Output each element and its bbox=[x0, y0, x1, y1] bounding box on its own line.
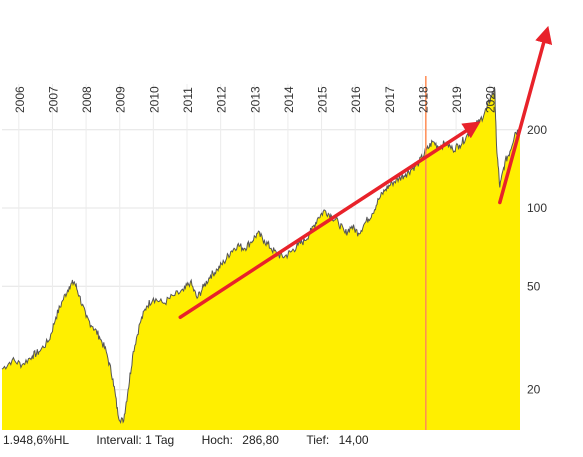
year-label: 2007 bbox=[46, 86, 60, 113]
trend-arrow bbox=[178, 121, 481, 320]
year-label: 2014 bbox=[282, 86, 296, 113]
year-labels: 2006 2007 2008 2009 2010 2011 2012 2013 2014 2015… bbox=[13, 86, 498, 113]
year-label: 2013 bbox=[248, 86, 262, 113]
year-label: 2011 bbox=[181, 87, 195, 113]
y-tick-label: 20 bbox=[527, 383, 541, 397]
area-fill bbox=[2, 86, 520, 431]
price-area bbox=[1, 86, 521, 431]
year-label: 2018 bbox=[416, 86, 430, 113]
year-label: 2019 bbox=[450, 86, 464, 113]
year-label: 2017 bbox=[383, 86, 397, 113]
y-tick-label: 100 bbox=[527, 201, 547, 215]
change-percent: 1.948,6%HL bbox=[3, 433, 70, 447]
y-tick-label: 200 bbox=[527, 123, 547, 137]
year-label: 2008 bbox=[80, 86, 94, 113]
year-label: 2016 bbox=[349, 86, 363, 113]
year-label: 2006 bbox=[13, 86, 27, 113]
year-label: 2015 bbox=[316, 86, 330, 113]
y-axis-labels: 20 50 100 200 bbox=[527, 123, 547, 397]
year-label: 2020 bbox=[484, 86, 498, 113]
low-label: Tief: bbox=[306, 433, 330, 447]
low-value: 14,00 bbox=[338, 433, 369, 447]
y-tick-label: 50 bbox=[527, 279, 541, 293]
high-value: 286,80 bbox=[242, 433, 279, 447]
year-label: 2012 bbox=[215, 86, 229, 113]
interval-label: Intervall: 1 Tag bbox=[96, 433, 175, 447]
chart-footer: 1.948,6%HL Intervall: 1 Tag Hoch: 286,80… bbox=[3, 433, 369, 447]
trend-arrow bbox=[498, 25, 553, 205]
trend-arrows bbox=[178, 25, 553, 320]
high-label: Hoch: bbox=[201, 433, 233, 447]
year-label: 2010 bbox=[147, 86, 161, 113]
year-label: 2009 bbox=[114, 86, 128, 113]
